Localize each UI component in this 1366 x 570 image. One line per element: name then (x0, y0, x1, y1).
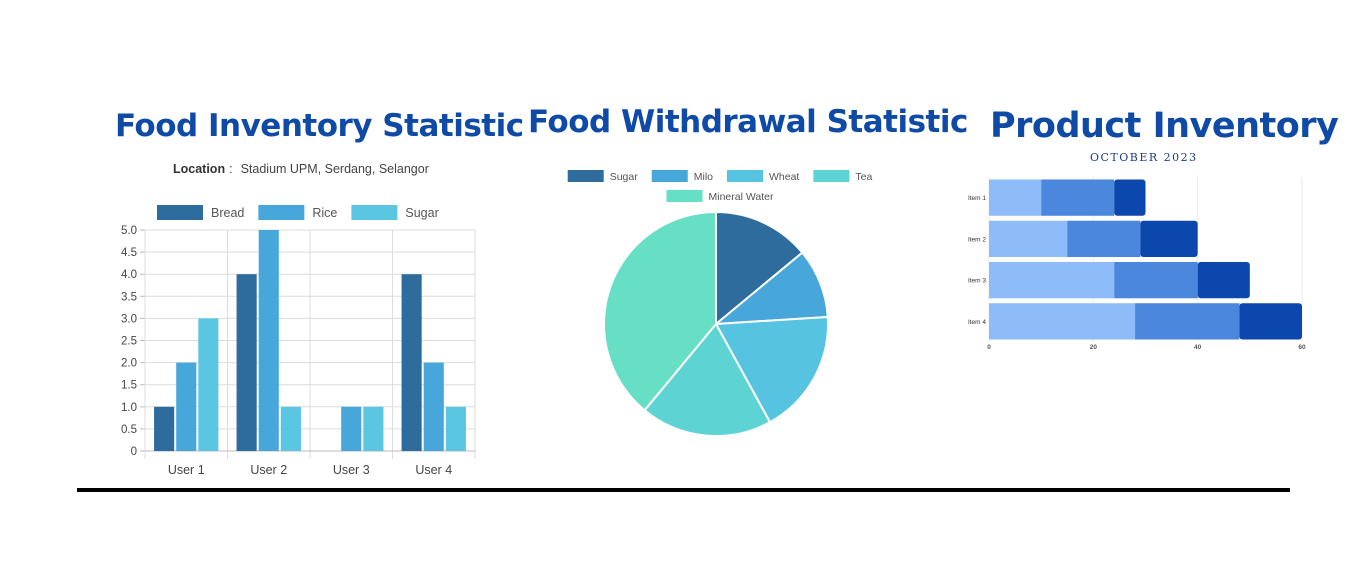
location-label: Location (173, 162, 226, 176)
hbar-segment-item-4-s2 (1135, 303, 1240, 340)
hbar-segment-item-1-s2 (1041, 179, 1115, 216)
legend-label-bread: Bread (211, 206, 244, 220)
food-inventory-bar-chart: Bread Rice Sugar 0 0.5 1.0 1.5 2.0 2.5 3.0 3.5 4.0 4… (121, 205, 476, 477)
y-tick-label: 1.5 (121, 380, 137, 392)
bottom-divider (77, 488, 1290, 492)
bar-rice-user-4 (423, 362, 444, 451)
hbar-segment-item-3-s3 (1197, 261, 1250, 299)
pie-slice-mineral-water (603, 210, 717, 412)
y-tick-label: 2.5 (121, 336, 137, 348)
legend-swatch-sugar (351, 205, 398, 220)
x-tick-label: User 4 (415, 463, 452, 477)
y-tick-label: 5.0 (121, 225, 137, 237)
hbar-segment-item-3-s2 (1114, 261, 1198, 299)
y-tick-label: 3.5 (121, 291, 137, 303)
x-tick-label: User 3 (333, 463, 370, 477)
product-inventory-bar-chart: 0 20 40 60 Item 1 Item 2 Item 3 Item 4 (968, 177, 1306, 351)
hbar-segment-item-1-s3 (1114, 179, 1146, 216)
product-inventory-title: Product Inventory (990, 106, 1339, 146)
y-tick-label: 0.5 (121, 424, 137, 436)
legend-label-sugar: Sugar (405, 206, 438, 220)
y-tick-label: 3.0 (121, 313, 137, 325)
legend-swatch-bread (157, 205, 203, 220)
pie-slice-tea (643, 322, 772, 437)
food-withdrawal-panel: Food Withdrawal Statistic Sugar Milo Wheat… (520, 0, 968, 490)
y-tick-label: 4.5 (121, 247, 137, 259)
bar-bread-user-2 (236, 274, 257, 451)
legend-swatch-sugar (567, 170, 604, 182)
legend-label-sugar: Sugar (610, 171, 639, 183)
bar-sugar-user-1 (198, 318, 219, 451)
hbar-segment-item-2-s3 (1140, 220, 1198, 258)
legend-swatch-tea (813, 170, 850, 182)
x-tick-label: 0 (987, 344, 991, 351)
legend-label-wheat: Wheat (769, 171, 799, 183)
y-tick-label: 2.0 (121, 358, 137, 370)
pie-slice-sugar (715, 210, 804, 327)
y-tick-label: 0 (131, 446, 137, 458)
y-tick-label: 4.0 (121, 269, 137, 281)
y-tick-label: Item 3 (968, 278, 986, 285)
x-tick-label: 40 (1194, 344, 1202, 351)
hbar-segment-item-3-s1 (989, 261, 1115, 299)
food-inventory-panel: Food Inventory Statistic Location: Stadiu… (0, 0, 524, 490)
y-tick-label: 1.0 (121, 402, 137, 414)
x-tick-label: 20 (1090, 344, 1098, 351)
location-value: Stadium UPM, Serdang, Selangor (240, 162, 429, 176)
y-tick-label: Item 1 (968, 195, 986, 202)
y-tick-label: Item 2 (968, 236, 986, 243)
legend-label-milo: Milo (694, 171, 713, 183)
x-tick-label: 60 (1298, 344, 1306, 351)
legend-label-rice: Rice (312, 206, 337, 220)
hbar-segment-item-4-s3 (1239, 303, 1302, 340)
hbar-segment-item-1-s1 (989, 179, 1042, 216)
bar-bread-user-1 (154, 406, 175, 451)
location-row: Location: Stadium UPM, Serdang, Selangor (173, 162, 429, 176)
pie-slice-wheat (714, 315, 829, 424)
bar-sugar-user-2 (280, 406, 301, 451)
food-inventory-title: Food Inventory Statistic (115, 108, 524, 144)
x-tick-label: User 2 (250, 463, 287, 477)
legend-label-tea: Tea (855, 171, 872, 183)
product-inventory-panel: Product Inventory OCTOBER 2023 0 20 40 60 It… (940, 0, 1360, 490)
bar-rice-user-3 (341, 406, 362, 451)
bar-bread-user-4 (401, 274, 422, 451)
food-withdrawal-title: Food Withdrawal Statistic (528, 104, 968, 140)
x-tick-label: User 1 (168, 463, 205, 477)
product-inventory-subtitle: OCTOBER 2023 (1090, 151, 1198, 164)
legend-swatch-mineral-water (666, 190, 703, 202)
food-withdrawal-pie-chart: Sugar Milo Wheat Tea Mineral Water (567, 170, 872, 437)
bar-sugar-user-4 (445, 406, 466, 451)
bar-rice-user-1 (176, 362, 197, 451)
location-separator: : (229, 162, 233, 176)
legend-swatch-milo (651, 170, 688, 182)
legend-swatch-rice (258, 205, 305, 220)
hbar-segment-item-2-s1 (989, 220, 1068, 258)
hbar-segment-item-4-s1 (989, 303, 1136, 340)
bar-sugar-user-3 (363, 406, 384, 451)
legend-swatch-wheat (727, 170, 763, 182)
hbar-segment-item-2-s2 (1067, 220, 1141, 258)
legend-label-mineral-water: Mineral Water (709, 191, 774, 203)
bar-rice-user-2 (258, 230, 279, 451)
y-tick-label: Item 4 (968, 319, 986, 326)
